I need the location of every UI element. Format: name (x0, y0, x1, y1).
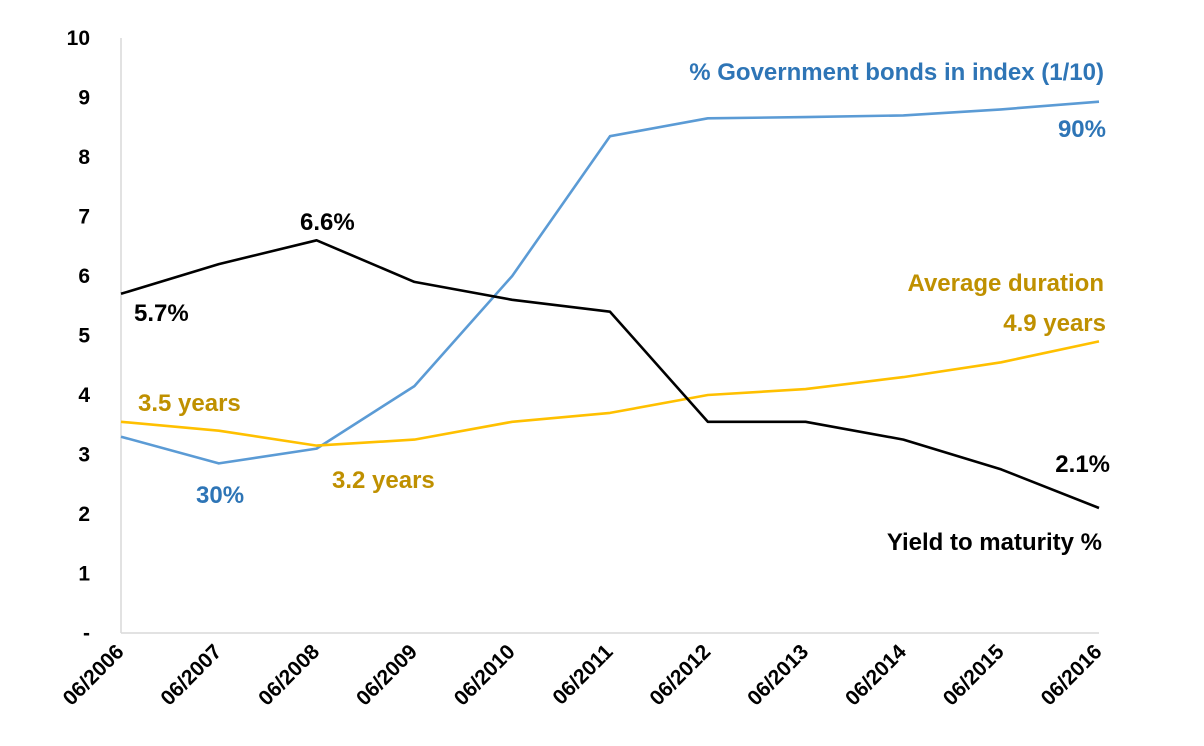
y-tick-label: 2 (78, 503, 90, 526)
y-tick-label: 5 (78, 325, 90, 348)
y-tick-label: 3 (78, 444, 90, 467)
x-tick-label: 06/2006 (59, 640, 129, 710)
x-tick-label: 06/2013 (743, 640, 813, 710)
data-label: 5.7% (134, 300, 189, 327)
x-tick-label: 06/2007 (156, 640, 226, 710)
data-label: 2.1% (1055, 451, 1110, 478)
data-label: 30% (196, 482, 244, 509)
y-tick-label: 9 (78, 87, 90, 110)
x-tick-label: 06/2010 (450, 640, 520, 710)
x-tick-label: 06/2014 (841, 640, 911, 710)
axes: - 1 2 3 4 5 6 7 8 9 10 06/2006 06/2007 06/2008 06/2009… (59, 27, 1107, 710)
y-tick-label: 1 (78, 563, 90, 586)
data-label: 6.6% (300, 209, 355, 236)
annotations: % Government bonds in index (1/10) Averag… (134, 59, 1110, 556)
y-tick-label: 10 (67, 27, 90, 50)
series-line (120, 239, 1100, 510)
x-tick-label: 06/2011 (548, 640, 617, 709)
x-tick-label: 06/2015 (939, 640, 1009, 710)
series-name-label: Average duration (908, 270, 1105, 297)
series-name-label: Yield to maturity % (887, 529, 1102, 556)
y-tick-label: 8 (78, 146, 90, 169)
x-tick-label: 06/2016 (1037, 640, 1107, 710)
data-label: 90% (1058, 116, 1106, 143)
y-tick-label: - (83, 622, 90, 645)
data-label: 4.9 years (1003, 310, 1106, 337)
y-tick-label: 4 (78, 384, 90, 407)
x-tick-label: 06/2008 (254, 640, 324, 710)
data-label: 3.2 years (332, 467, 435, 494)
series-name-label: % Government bonds in index (1/10) (689, 59, 1104, 86)
x-tick-label: 06/2012 (645, 640, 715, 710)
series-line (120, 340, 1100, 447)
data-label: 3.5 years (138, 390, 241, 417)
series-line (120, 100, 1100, 465)
x-tick-label: 06/2009 (352, 640, 422, 710)
y-tick-label: 7 (78, 206, 90, 229)
y-tick-label: 6 (78, 265, 90, 288)
series-lines (120, 100, 1100, 510)
